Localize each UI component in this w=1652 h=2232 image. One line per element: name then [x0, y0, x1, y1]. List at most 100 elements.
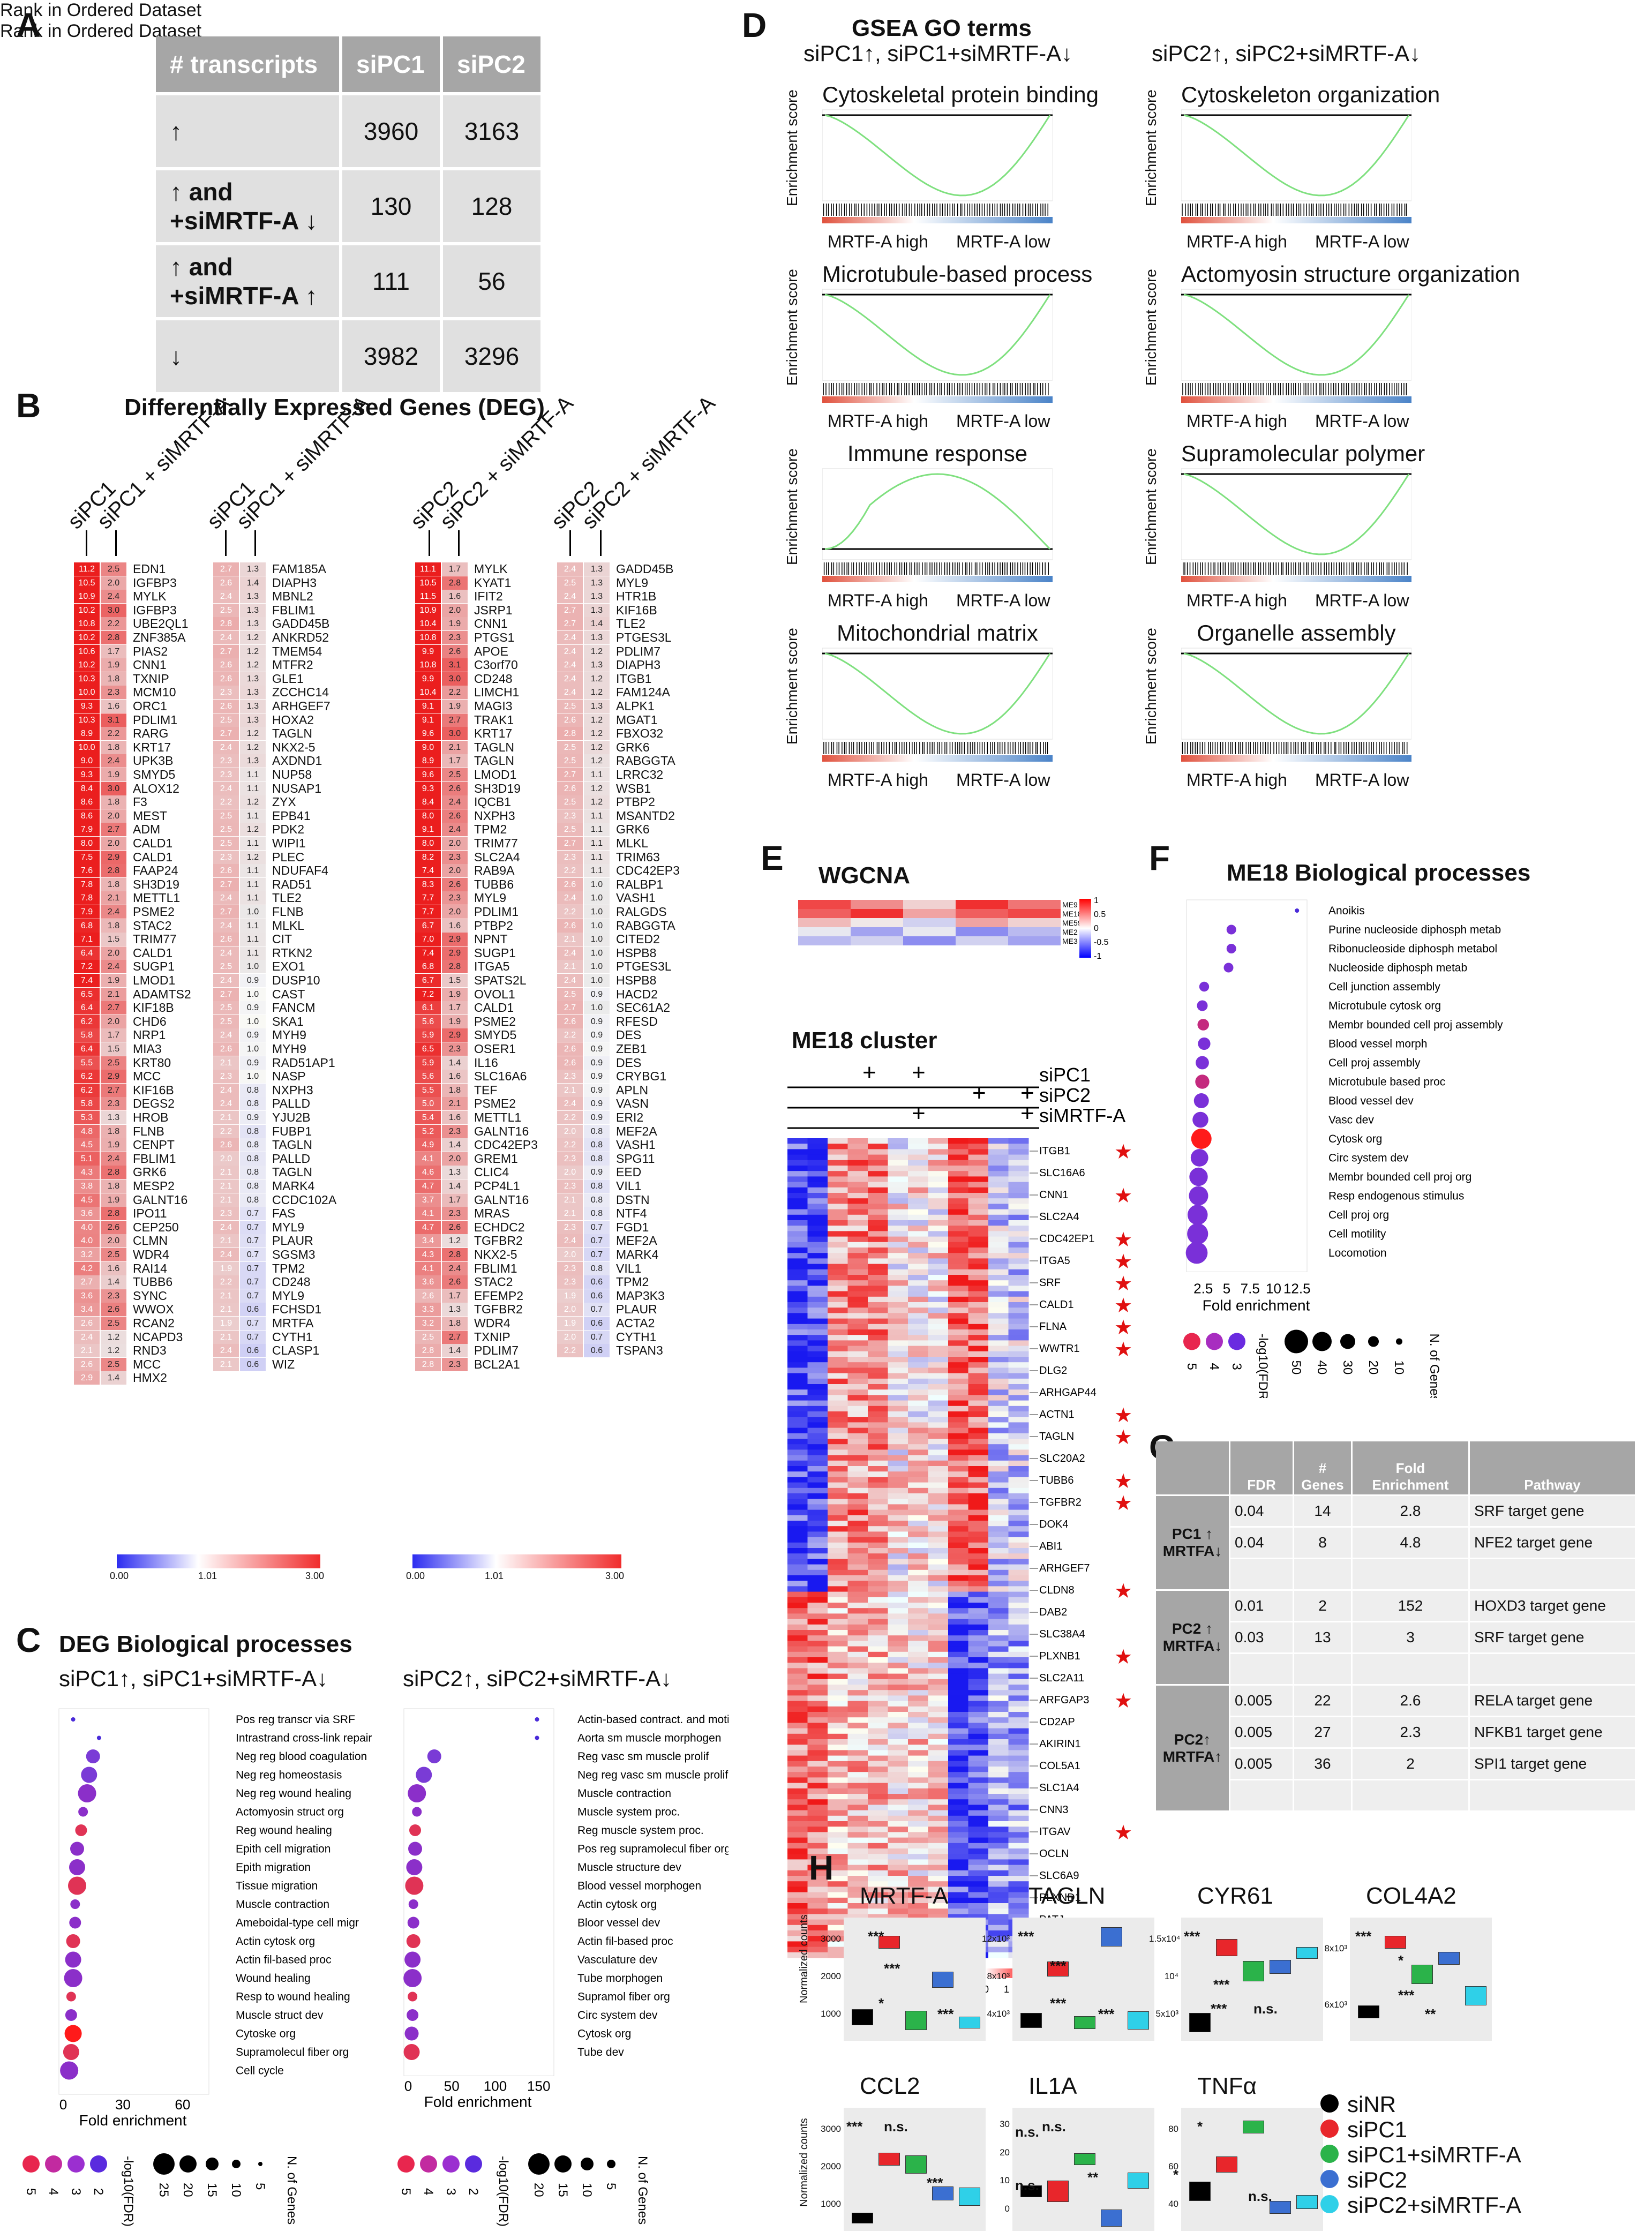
heatmap-cell: 1.1: [240, 837, 266, 850]
heatmap-cell: [807, 1619, 828, 1625]
data-point: [81, 1767, 97, 1783]
heatmap-cell: [1008, 1439, 1029, 1445]
heatmap-cell: [807, 1204, 828, 1210]
gene-label: CALD1: [133, 836, 173, 850]
heatmap-cell: 4.8: [74, 1124, 100, 1138]
heatmap-cell: [908, 1903, 928, 1909]
heatmap-cell: [787, 1641, 808, 1647]
gene-label: COL5A1: [1039, 1760, 1080, 1772]
heatmap-cell: 2.6: [101, 1220, 126, 1234]
gene-label: TAGLN: [474, 754, 514, 768]
gene-label: NKX2-5: [272, 740, 316, 754]
gene-label: ANKRD52: [272, 630, 329, 644]
heatmap-cell: [1008, 1619, 1029, 1625]
heatmap-cell: [847, 1335, 868, 1341]
heatmap-cell: [928, 1537, 949, 1543]
heatmap-cell: [888, 1231, 908, 1237]
heatmap-cell: [807, 1733, 828, 1740]
cell: 2.6: [1353, 1686, 1468, 1716]
term-label: Tube morphogen: [577, 1972, 663, 1985]
heatmap-cell: [908, 1291, 928, 1297]
heatmap-cell: [847, 1908, 868, 1914]
heatmap-cell: [948, 1362, 968, 1368]
heatmap-cell: [908, 1269, 928, 1275]
gsea-plot: Mitochondrial matrix Enrichment score MRTF…: [784, 616, 1053, 793]
term-label: Nucleoside diphosph metab: [1328, 962, 1467, 974]
heatmap-cell: [787, 1947, 808, 1953]
heatmap-cell: [948, 1608, 968, 1614]
heatmap-cell: [968, 1362, 989, 1368]
heatmap-cell: [888, 1810, 908, 1816]
heatmap-cell: [807, 1214, 828, 1221]
tick-label: 2.5: [1193, 1281, 1213, 1297]
heatmap-cell: [787, 1187, 808, 1193]
box: [1385, 1936, 1406, 1949]
heatmap-cell: [1008, 1302, 1029, 1308]
heatmap-cell: [847, 1723, 868, 1729]
box: [1189, 2182, 1211, 2201]
star-icon: ★: [1114, 1404, 1132, 1427]
plot-area: [1181, 109, 1411, 201]
heatmap-cell: [988, 1706, 1009, 1712]
heatmap-cell: [828, 1569, 848, 1576]
data-point: [64, 1969, 82, 1987]
gene-label: WDR4: [133, 1247, 169, 1261]
heatmap-cell: 10.9: [74, 590, 100, 604]
heatmap-cell: [807, 1471, 828, 1477]
heatmap-cell: [888, 1695, 908, 1702]
heatmap-cell: 2.4: [213, 1028, 239, 1042]
heatmap-cell: [968, 1427, 989, 1434]
heatmap-cell: [807, 1663, 828, 1669]
gene-label: TRIM77: [474, 836, 518, 850]
heatmap-cell: [847, 1247, 868, 1253]
gene-label: TUBB6: [133, 1275, 173, 1289]
heatmap-cell: [787, 1603, 808, 1609]
heatmap-cell: [847, 1586, 868, 1592]
heatmap-cell: [888, 1171, 908, 1177]
heatmap-cell: [828, 1226, 848, 1231]
column-tick: [254, 530, 256, 556]
gene-label: CYTH1: [272, 1329, 313, 1344]
heatmap-cell: [868, 1701, 888, 1707]
heatmap-cell: [968, 1242, 989, 1248]
gene-label: PLAUR: [272, 1234, 313, 1248]
gene-label: PALLD: [272, 1151, 311, 1166]
heatmap-cell: 7.0: [415, 933, 441, 946]
heatmap-cell: [787, 1253, 808, 1259]
heatmap-cell: [988, 1247, 1009, 1253]
gene-label: RALGDS: [616, 905, 667, 919]
heatmap-cell: [948, 1854, 968, 1860]
cell: 128: [443, 170, 540, 242]
heatmap-cell: 1.0: [584, 974, 610, 987]
boxplot-area: 6x10³ 8x10³: [1324, 1918, 1492, 2041]
heatmap-cell: [928, 1881, 949, 1887]
heatmap-cell: [908, 1542, 928, 1549]
heatmap-cell: 1.0: [584, 919, 610, 933]
heatmap-cell: [1008, 1193, 1029, 1199]
heatmap-cell: [807, 1679, 828, 1685]
heatmap-cell: [948, 1417, 968, 1423]
heatmap-cell: [948, 1745, 968, 1750]
heatmap-cell: [787, 1685, 808, 1690]
heatmap-cell: [868, 1313, 888, 1319]
heatmap-cell: [787, 1608, 808, 1614]
heatmap-cell: [908, 1367, 928, 1374]
heatmap-cell: [888, 1569, 908, 1576]
heatmap-cell: [988, 1373, 1009, 1379]
heatmap-cell: [988, 1761, 1009, 1767]
heatmap-cell: [828, 1794, 848, 1800]
term-label: Epith cell migration: [236, 1843, 331, 1855]
heatmap-cell: [968, 1236, 989, 1243]
heatmap-cell: [988, 1821, 1009, 1827]
heatmap-cell: [787, 1745, 808, 1750]
heatmap-cell: [928, 1723, 949, 1729]
heatmap-cell: 6.4: [74, 1042, 100, 1056]
data-point: [60, 2061, 79, 2080]
plus-sign: +: [972, 1080, 986, 1106]
heatmap-cell: [948, 1521, 968, 1527]
box: [932, 2186, 953, 2201]
heatmap-cell: 1.0: [240, 1070, 266, 1084]
heatmap-cell: [888, 1843, 908, 1849]
heatmap-cell: 0.7: [584, 1248, 610, 1261]
heatmap-cell: [807, 1515, 828, 1521]
